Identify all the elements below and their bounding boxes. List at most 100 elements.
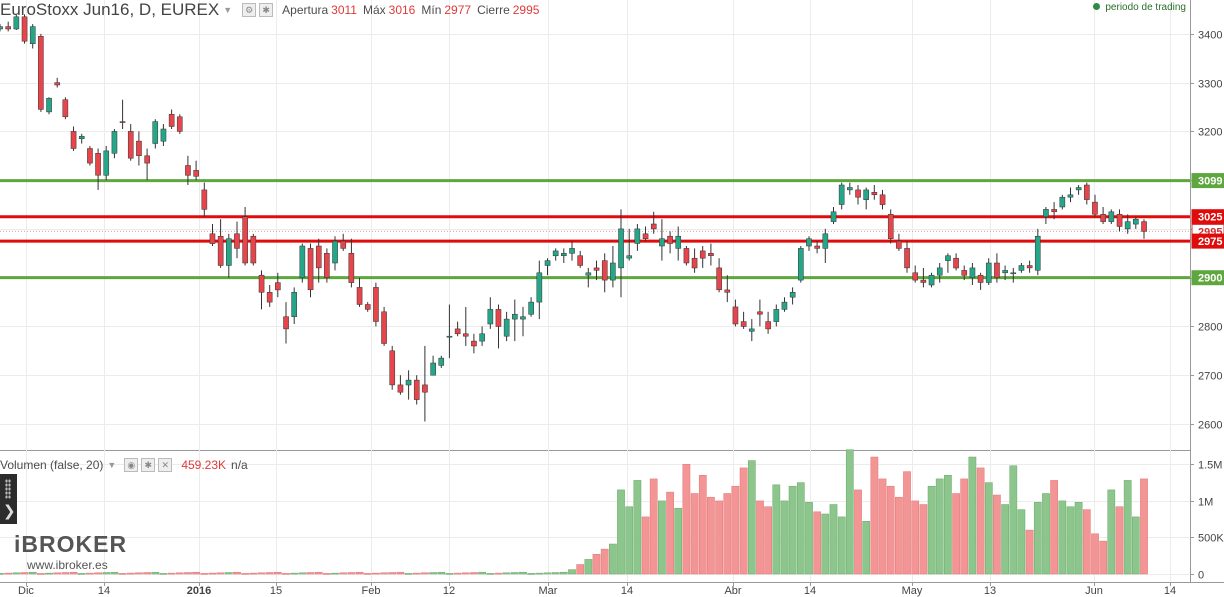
volume-bar (1066, 506, 1075, 575)
volume-bar (1074, 502, 1083, 575)
close-label: Cierre (477, 3, 510, 17)
volume-bar (731, 485, 740, 575)
candle-body (977, 274, 984, 283)
candle-body (176, 116, 183, 132)
volume-dropdown-icon[interactable]: ▼ (107, 460, 117, 470)
level-label: 3099 (1198, 176, 1222, 188)
volume-bar (1033, 502, 1042, 575)
candle-body (78, 136, 85, 139)
candle-body (389, 350, 396, 386)
toolbar-toggle-button[interactable]: ❯ (0, 474, 17, 524)
volume-bar (61, 572, 70, 575)
volume-bar (216, 572, 225, 575)
volume-bar (1131, 516, 1140, 575)
candle-body (822, 233, 829, 249)
volume-bar (1025, 529, 1034, 575)
candle-body (757, 311, 763, 315)
volume-bar (486, 573, 495, 575)
volume-bar (698, 475, 707, 575)
candle-body (569, 248, 575, 254)
x-tick-label: Jun (1085, 585, 1103, 597)
volume-bar (175, 572, 184, 575)
volume-bar (1001, 504, 1009, 575)
volume-bar (478, 571, 486, 575)
volume-bar (69, 571, 78, 575)
volume-bar (658, 500, 666, 575)
candle-body (1018, 265, 1025, 271)
volume-bar (1099, 540, 1108, 575)
candle-body (405, 379, 412, 386)
trading-period-indicator: periodo de trading (1093, 2, 1186, 13)
x-tick-label: Feb (362, 585, 381, 597)
candle-body (29, 26, 36, 44)
candle-body (667, 235, 673, 244)
volume-bar (314, 571, 323, 575)
volume-bar (135, 572, 143, 575)
gear-icon[interactable]: ✱ (141, 458, 156, 472)
volume-bar (86, 572, 94, 575)
candle-body (945, 255, 951, 261)
candle-body (675, 235, 682, 249)
candle-body (659, 238, 665, 247)
candle-body (724, 289, 731, 293)
candle-body (1108, 211, 1115, 222)
volume-bar (429, 572, 437, 575)
candle-body (601, 260, 608, 281)
volume-tick-label: 0 (1198, 570, 1204, 582)
close-value: 2995 (512, 3, 540, 17)
candle-body (242, 216, 248, 264)
eye-icon[interactable]: ◉ (124, 458, 139, 472)
candle-body (54, 82, 61, 86)
gear-icon[interactable]: ✱ (259, 3, 274, 17)
candle-body (275, 282, 281, 291)
volume-bar (625, 506, 634, 575)
close-icon[interactable]: ✕ (158, 458, 173, 472)
candle-body (438, 357, 445, 366)
candle-body (961, 270, 968, 276)
x-tick-label: 12 (443, 585, 455, 597)
volume-label[interactable]: Volumen (false, 20) (0, 458, 104, 472)
volume-bar (854, 489, 862, 575)
symbol-dropdown-icon[interactable]: ▼ (223, 5, 233, 15)
volume-bar (747, 460, 756, 575)
candle-body (593, 267, 600, 271)
candle-body (144, 155, 150, 164)
volume-bar (323, 573, 331, 575)
volume-bar (837, 516, 846, 575)
candle-body (536, 272, 543, 303)
candle-body (716, 267, 722, 291)
candle-body (512, 313, 518, 320)
candle-body (830, 211, 837, 222)
volume-bar (1082, 509, 1091, 575)
candle-body (430, 362, 436, 376)
candle-body (38, 36, 44, 110)
volume-bar (510, 572, 519, 575)
x-tick-label: 14 (621, 585, 633, 597)
level-label: 2900 (1198, 273, 1222, 285)
settings-icon[interactable]: ⚙ (242, 3, 257, 17)
candle-body (765, 321, 771, 330)
candle-body (650, 223, 657, 230)
volume-bar (960, 478, 969, 575)
volume-bar (4, 572, 13, 575)
candle-body (348, 253, 355, 283)
volume-bar (1123, 480, 1132, 575)
candle-body (896, 240, 902, 249)
candle-body (806, 238, 812, 247)
brand-url: www.ibroker.es (27, 558, 108, 572)
symbol-title[interactable]: EuroStoxx Jun16, D, EUREX (0, 0, 220, 19)
x-tick-label: 15 (270, 585, 282, 597)
volume-bar (911, 500, 920, 575)
candle-body (95, 153, 101, 176)
volume-bar (805, 502, 813, 575)
y-tick-label: 2700 (1198, 371, 1222, 383)
volume-bar (339, 572, 348, 575)
candle-body (62, 99, 69, 118)
x-tick-label: Dic (18, 585, 34, 597)
x-tick-label: May (902, 585, 923, 597)
y-tick-label: 3300 (1198, 79, 1222, 91)
candle-body (226, 238, 232, 266)
candle-body (111, 131, 118, 154)
candle-body (847, 187, 853, 191)
